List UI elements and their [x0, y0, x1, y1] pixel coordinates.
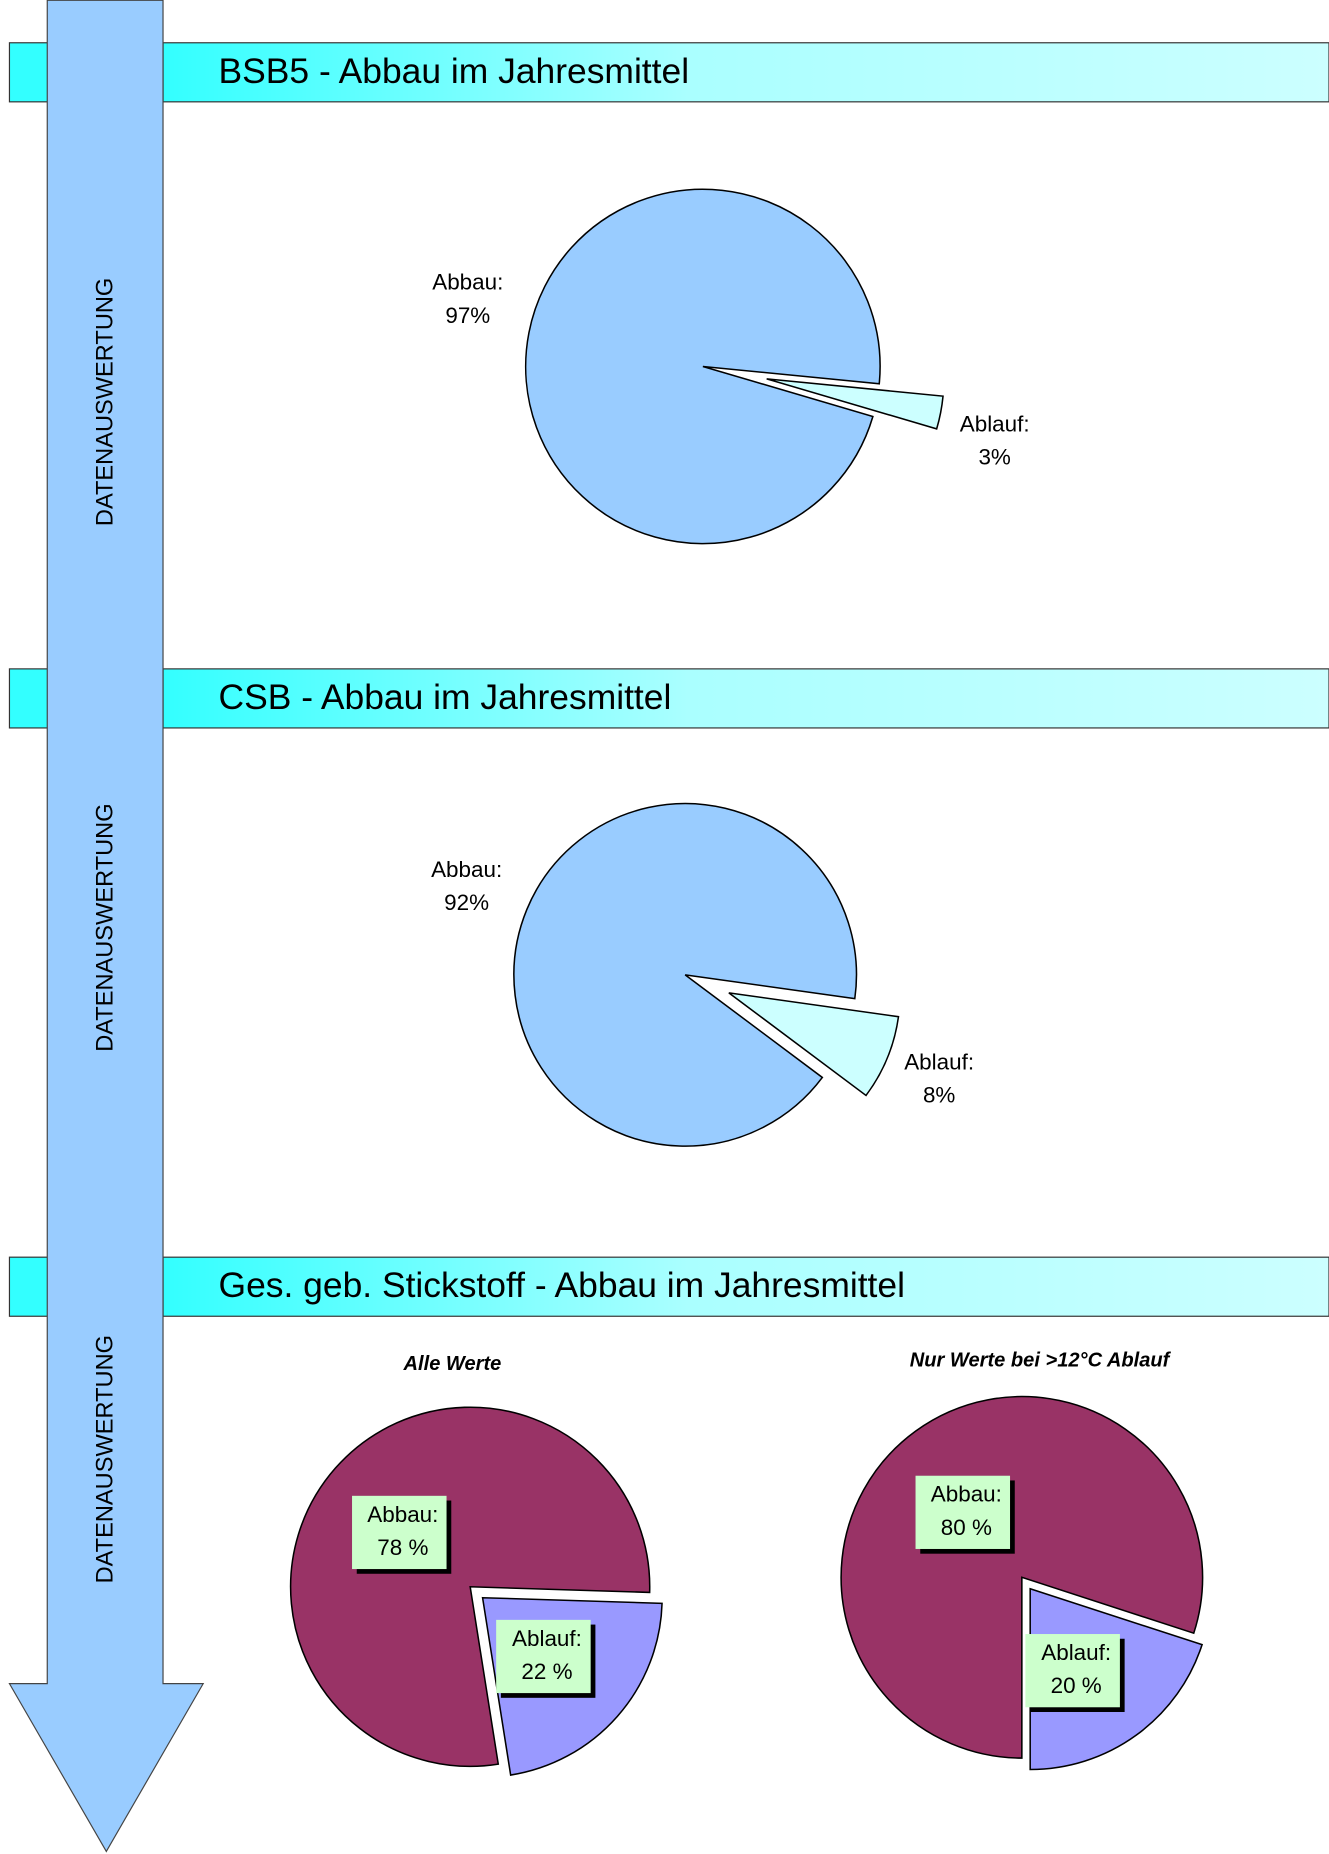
side-label: DATENAUSWERTUNG — [93, 803, 119, 1051]
category-label: Ablauf: — [512, 1626, 582, 1651]
category-label: Ablauf: — [904, 1049, 974, 1074]
category-label: Ablauf: — [960, 411, 1030, 436]
label-box — [915, 1475, 1011, 1549]
header-band — [162, 668, 1329, 729]
label-box — [352, 1495, 447, 1570]
value-label: 3% — [978, 445, 1010, 470]
value-label: 8% — [923, 1082, 955, 1107]
label-box — [496, 1619, 591, 1694]
slice — [728, 992, 900, 1097]
header-title: CSB - Abbau im Jahresmittel — [219, 677, 672, 717]
header-title: BSB5 - Abbau im Jahresmittel — [219, 51, 690, 91]
value-label: 92% — [444, 890, 489, 915]
side-label: DATENAUSWERTUNG — [93, 278, 119, 526]
chart-subtitle: Alle Werte — [403, 1353, 502, 1375]
arrow — [8, 0, 205, 1853]
value-label: 20 % — [1051, 1673, 1102, 1698]
header-band — [162, 1256, 1329, 1317]
value-label: 80 % — [941, 1515, 992, 1540]
slice — [524, 188, 881, 545]
category-label: Abbau: — [367, 1502, 438, 1527]
value-label: 78 % — [377, 1535, 428, 1560]
category-label: Abbau: — [432, 270, 503, 295]
value-label: 97% — [445, 303, 490, 328]
category-label: Abbau: — [931, 1482, 1002, 1507]
header-title: Ges. geb. Stickstoff - Abbau im Jahresmi… — [219, 1265, 905, 1305]
category-label: Ablauf: — [1041, 1640, 1111, 1665]
header-band — [162, 42, 1329, 103]
slice — [513, 802, 858, 1147]
slice — [766, 378, 944, 430]
value-label: 22 % — [521, 1659, 572, 1684]
label-box — [1025, 1634, 1120, 1708]
chart-subtitle: Nur Werte bei >12°C Ablauf — [910, 1349, 1172, 1371]
side-label: DATENAUSWERTUNG — [93, 1335, 119, 1583]
category-label: Abbau: — [431, 857, 502, 882]
